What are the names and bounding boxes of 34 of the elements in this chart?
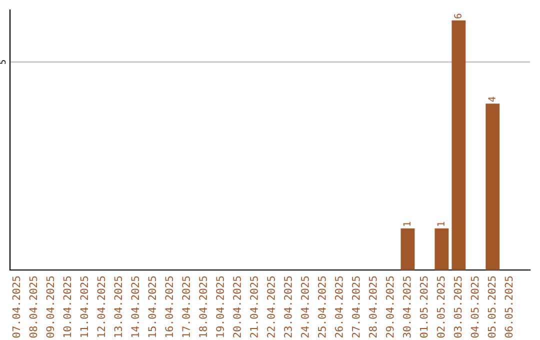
x-tick-label: 10.04.2025: [63, 276, 72, 338]
x-tick-label: 25.04.2025: [318, 276, 326, 338]
data-label: 6: [454, 14, 462, 18]
x-tick-label: 09.04.2025: [46, 276, 54, 338]
x-tick-label: 30.04.2025: [402, 276, 411, 338]
x-tick-label: 03.05.2025: [454, 276, 462, 338]
x-tick-label: 01.05.2025: [420, 276, 428, 338]
x-tick-label: 11.04.2025: [80, 276, 88, 338]
x-tick-label: 17.04.2025: [182, 276, 190, 338]
x-tick-label: 16.04.2025: [165, 276, 174, 338]
x-tick-label: 22.04.2025: [267, 276, 275, 338]
x-tick-label: 19.04.2025: [216, 276, 224, 338]
x-tick-label: 08.04.2025: [29, 276, 38, 338]
x-tick-label: 07.04.2025: [12, 276, 20, 338]
x-tick-label: 13.04.2025: [114, 276, 122, 338]
x-tick-label: 29.04.2025: [386, 276, 394, 338]
x-tick-label: 15.04.2025: [148, 276, 156, 338]
x-tick-label: 27.04.2025: [352, 276, 360, 338]
x-tick-label: 21.04.2025: [250, 276, 258, 338]
x-tick-label: 24.04.2025: [301, 276, 309, 338]
data-label: 1: [437, 222, 444, 226]
data-label: 4: [488, 96, 496, 102]
x-tick-label: 18.04.2025: [199, 276, 207, 338]
x-tick-label: 14.04.2025: [131, 276, 140, 338]
x-tick-label: 28.04.2025: [368, 276, 377, 338]
x-tick-label: 05.05.2025: [488, 276, 496, 338]
x-tick-label: 26.04.2025: [334, 276, 343, 338]
x-tick-label: 20.04.2025: [233, 276, 241, 338]
x-tick-label: 04.05.2025: [470, 276, 479, 338]
x-tick-label: 02.05.2025: [436, 276, 445, 338]
x-tick-label: 06.05.2025: [504, 276, 513, 338]
x-tick-label: 12.04.2025: [97, 276, 106, 338]
x-tick-label: 23.04.2025: [284, 276, 292, 338]
data-label: 1: [403, 222, 410, 226]
